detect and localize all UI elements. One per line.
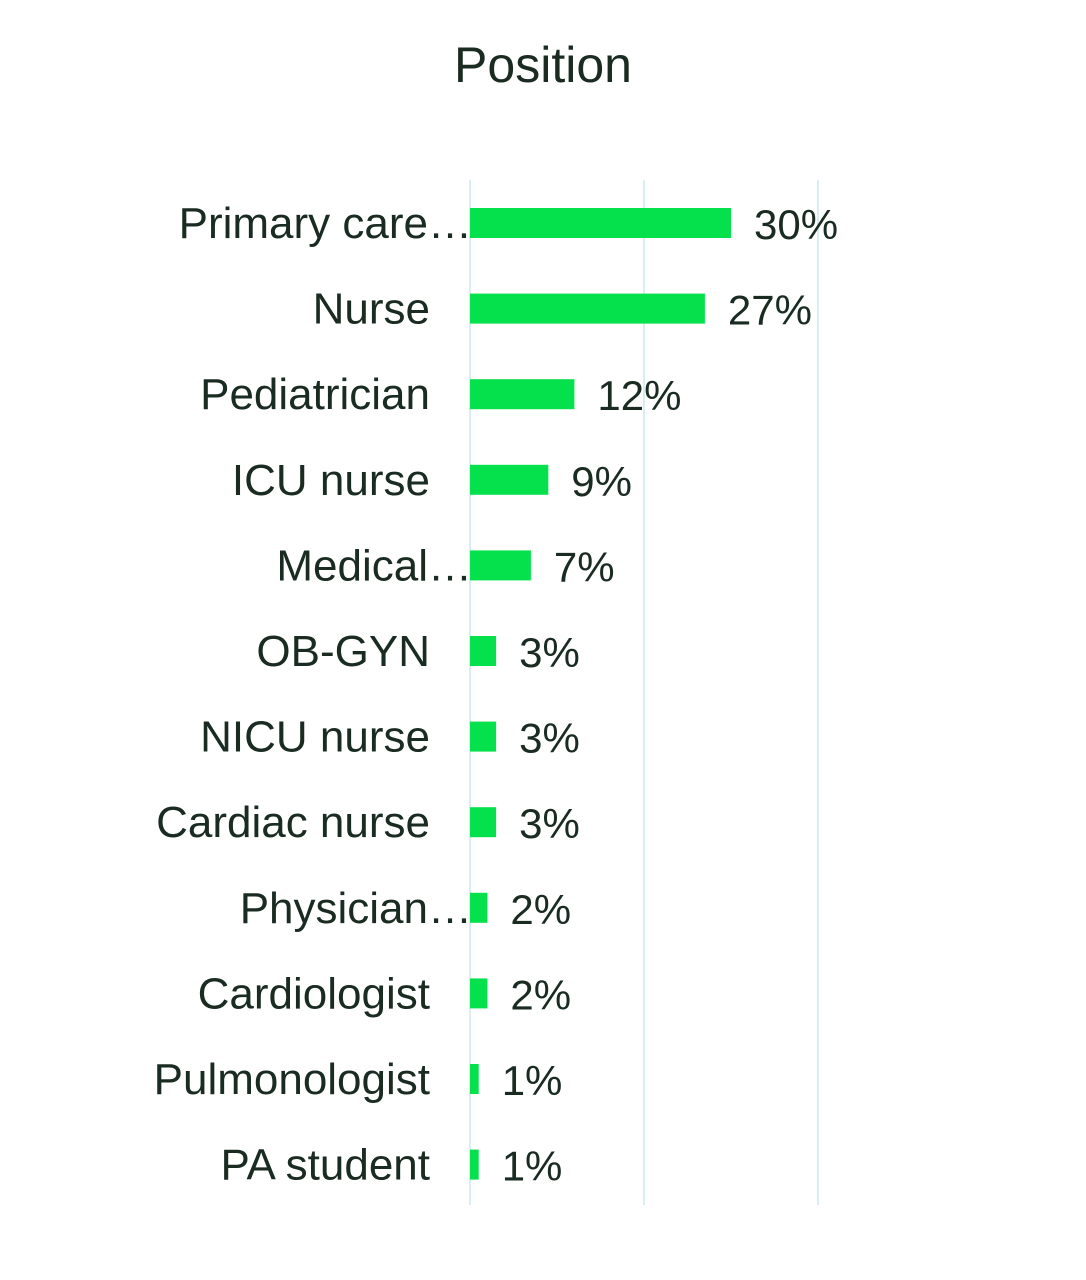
category-label-9: Cardiologist <box>198 969 430 1018</box>
category-label-11: PA student <box>220 1141 430 1190</box>
value-label-7: 3% <box>519 800 580 847</box>
bar-7 <box>470 807 497 838</box>
bar-6 <box>470 721 497 752</box>
value-label-layer: 30% 27% 12% 9% 7% 3% 3% 3% 2% 2% 1% 1% <box>502 201 838 1190</box>
value-label-9: 2% <box>510 971 571 1018</box>
bar-10 <box>470 1064 479 1094</box>
bar-2 <box>470 379 575 410</box>
bar-4 <box>470 550 531 581</box>
value-label-5: 3% <box>519 629 580 676</box>
value-label-4: 7% <box>554 543 615 590</box>
bar-layer <box>470 208 731 1180</box>
value-label-10: 1% <box>502 1057 563 1104</box>
value-label-2: 12% <box>597 372 681 419</box>
value-label-3: 9% <box>571 458 632 505</box>
value-label-1: 27% <box>728 287 812 334</box>
bar-5 <box>470 636 497 666</box>
bar-8 <box>470 892 488 923</box>
category-label-10: Pulmonologist <box>154 1055 430 1104</box>
value-label-11: 1% <box>502 1143 563 1190</box>
value-label-0: 30% <box>754 201 838 248</box>
category-label-1: Nurse <box>313 285 430 334</box>
bar-0 <box>470 208 731 238</box>
category-label-8: Physician… <box>240 884 472 933</box>
bar-11 <box>470 1149 479 1180</box>
category-label-7: Cardiac nurse <box>156 798 430 847</box>
category-label-5: OB-GYN <box>256 627 430 676</box>
category-label-4: Medical… <box>276 541 472 590</box>
value-label-6: 3% <box>519 715 580 762</box>
grid-layer <box>469 180 819 1205</box>
chart-title: Position <box>454 37 632 93</box>
bar-3 <box>470 464 549 495</box>
category-label-0: Primary care… <box>179 199 472 248</box>
value-label-8: 2% <box>510 886 571 933</box>
category-label-3: ICU nurse <box>232 456 430 505</box>
category-label-layer: Primary care… Nurse Pediatrician ICU nurse M… <box>154 199 472 1190</box>
bar-1 <box>470 293 705 324</box>
category-label-2: Pediatrician <box>200 370 430 419</box>
bar-9 <box>470 978 488 1009</box>
category-label-6: NICU nurse <box>200 713 430 762</box>
